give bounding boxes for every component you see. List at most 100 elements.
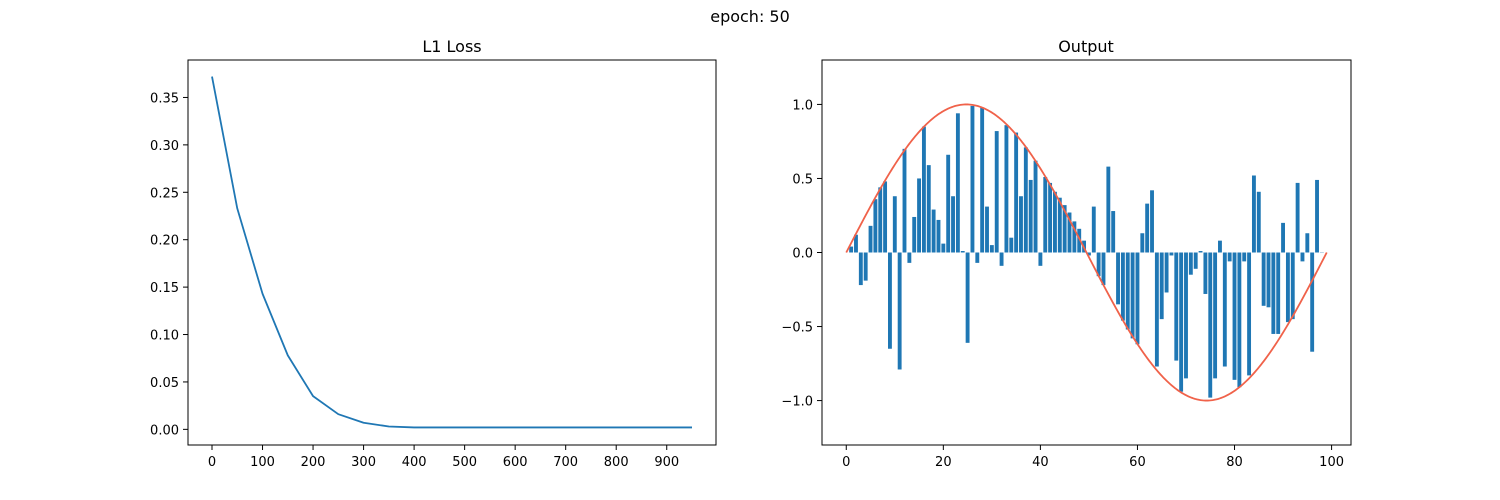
output-bar (858, 252, 863, 286)
output-bar (1014, 132, 1019, 253)
output-bar (1271, 252, 1276, 334)
output-bar (907, 252, 912, 263)
output-chart-ytick-label: 1.0 (792, 98, 813, 113)
output-bar (1237, 252, 1242, 388)
output-bar (902, 148, 907, 253)
output-bar (1222, 252, 1227, 367)
figure-suptitle: epoch: 50 (710, 7, 790, 26)
output-bar (1266, 252, 1271, 308)
output-bar (1174, 252, 1179, 361)
loss-chart-xtick-label: 700 (553, 455, 578, 470)
output-bar (1305, 233, 1310, 253)
output-bar (1295, 182, 1300, 253)
output-bar (955, 113, 960, 253)
output-bar (936, 219, 941, 253)
output-bar (1179, 252, 1184, 392)
loss-chart-xtick-label: 800 (604, 455, 629, 470)
output-bar (1218, 240, 1222, 253)
output-bar (1062, 205, 1067, 253)
output-bar (1290, 252, 1295, 320)
output-bar (912, 216, 917, 253)
output-chart-ytick-label: −0.5 (781, 321, 813, 336)
output-bar (970, 105, 975, 253)
target-sine-curve (845, 103, 1328, 402)
output-bar (1247, 252, 1252, 376)
output-bar (888, 252, 892, 349)
output-bar (960, 251, 965, 253)
output-bar (1048, 182, 1053, 253)
output-chart-ytick-label: −1.0 (781, 395, 813, 410)
loss-chart-xtick-label: 200 (301, 455, 326, 470)
output-bar (1251, 175, 1256, 253)
loss-chart: L1 Loss 0 100 200 300 400 500 600 700 800 900 0.00… (150, 37, 717, 470)
output-bar (1019, 196, 1023, 253)
output-bar (1116, 252, 1120, 305)
output-bar (1043, 176, 1048, 253)
output-bar (1009, 237, 1014, 253)
output-bar (985, 206, 989, 253)
output-bar (1188, 252, 1193, 275)
output-bar (941, 243, 946, 253)
output-bar (1276, 252, 1281, 334)
output-bar (975, 252, 980, 263)
output-bar (1159, 252, 1164, 320)
output-bar (999, 252, 1004, 266)
output-bar (946, 154, 951, 253)
output-bar (1184, 252, 1188, 379)
output-bar (1281, 222, 1285, 253)
loss-chart-xtick-label: 500 (452, 455, 477, 470)
output-chart-xtick-label: 100 (1319, 455, 1344, 470)
output-bar (1285, 252, 1290, 323)
loss-chart-xtick-label: 600 (503, 455, 528, 470)
output-bar (1213, 252, 1218, 379)
output-bar (1057, 197, 1062, 253)
output-chart-ytick-label: 0.0 (792, 247, 813, 262)
output-bar (1193, 252, 1198, 269)
output-bar (1038, 252, 1043, 266)
output-bar (994, 131, 999, 253)
output-bar (1203, 252, 1208, 294)
output-bar (1101, 252, 1106, 286)
output-bar (1053, 191, 1057, 253)
output-bar (1198, 251, 1203, 253)
loss-chart-xtick-label: 100 (250, 455, 275, 470)
loss-chart-xtick-label: 900 (654, 455, 679, 470)
output-bar (1232, 252, 1237, 380)
loss-chart-ytick-label: 0.25 (150, 186, 179, 201)
output-bar (873, 199, 878, 253)
output-chart-xtick-label: 0 (842, 455, 850, 470)
output-bar (1315, 179, 1319, 253)
output-bar (1164, 252, 1169, 293)
output-bar (951, 196, 955, 253)
output-bar (1106, 166, 1111, 253)
output-bar (1261, 252, 1266, 306)
output-bar (1086, 252, 1091, 256)
loss-chart-xtick-label: 400 (402, 455, 427, 470)
output-bar (965, 252, 970, 343)
output-bar (1310, 252, 1315, 352)
output-bar (1140, 233, 1145, 253)
output-bar (863, 252, 868, 281)
output-bar (897, 252, 902, 370)
output-bar (1067, 212, 1072, 253)
loss-chart-title: L1 Loss (422, 37, 481, 56)
output-chart: Output 0 20 40 60 80 100 −1.0 −0.5 0.0 0.5 1.0 (781, 37, 1352, 470)
output-bar (1077, 228, 1082, 253)
output-bar (1169, 252, 1174, 256)
output-bar (931, 209, 936, 253)
loss-line (211, 76, 692, 429)
output-bar (1300, 252, 1305, 262)
output-bar (1208, 252, 1213, 398)
output-bar (1091, 206, 1096, 253)
output-bar (878, 187, 883, 253)
output-bar (849, 246, 854, 253)
loss-chart-ytick-label: 0.35 (150, 91, 179, 106)
output-bar (921, 126, 926, 253)
loss-chart-ytick-label: 0.20 (150, 234, 179, 249)
output-chart-xtick-label: 20 (935, 455, 952, 470)
output-bar (1033, 160, 1038, 253)
output-bar (1023, 147, 1028, 253)
output-bar (1227, 252, 1232, 262)
output-chart-ytick-label: 0.5 (792, 172, 813, 187)
